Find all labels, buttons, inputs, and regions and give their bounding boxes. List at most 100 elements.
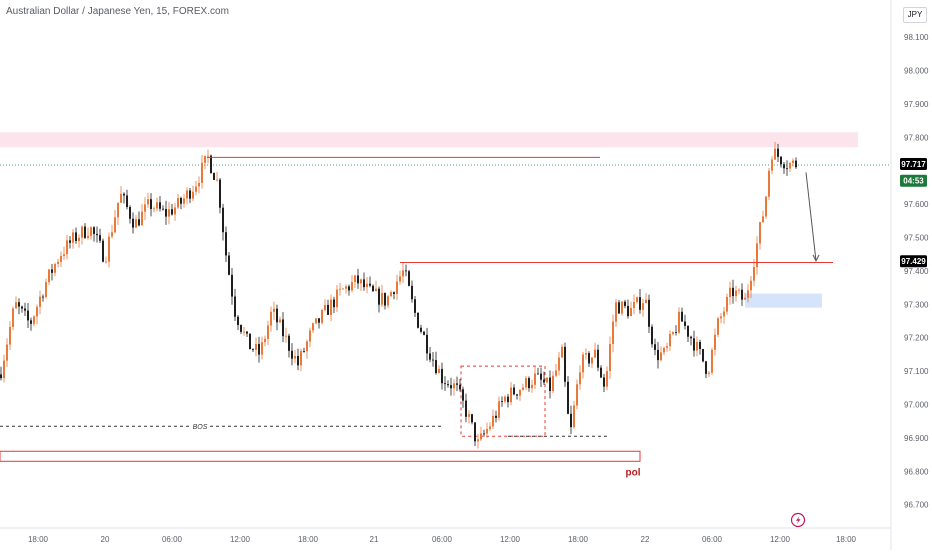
candle-body [225,232,227,256]
countdown-tag-bg [900,174,927,187]
candle-body [45,282,47,297]
candle-body [747,290,749,298]
candles-layer [0,141,797,449]
candle-body [108,236,110,262]
candle-body [615,302,617,322]
candle-body [756,243,758,268]
candle-body [564,346,566,382]
time-tick-label: 06:00 [432,535,453,544]
countdown-tag: 04:53 [903,177,924,186]
candle-body [258,343,260,355]
candle-body [726,296,728,312]
candle-body [675,332,677,333]
last-price-tag-bg [900,158,927,171]
candle-body [780,156,782,165]
pol-zone[interactable] [0,450,641,462]
price-axis: 98.100 98.000 97.900 97.800 97.600 97.500 97.4… [904,33,929,510]
time-tick-label: 12:00 [500,535,521,544]
price-tick-label: 97.200 [904,334,929,343]
candle-body [252,349,254,351]
zones-layer: pol [0,132,891,478]
candle-body [507,396,509,403]
candle-body [453,383,455,389]
candle-body [732,287,734,297]
candle-body [423,331,425,335]
candle-body [201,162,203,183]
candle-body [219,179,221,208]
candle-body [498,401,500,418]
candle-body [540,373,542,380]
currency-button[interactable]: JPY [903,7,927,23]
candle-body [789,163,791,169]
candle-body [261,342,263,355]
candle-body [696,341,698,351]
candle-body [420,327,422,332]
candle-body [180,197,182,204]
candle-body [279,319,281,323]
candle-body [303,351,305,352]
candle-body [105,261,107,263]
candle-body [618,302,620,314]
candle-body [21,306,23,309]
candle-body [330,299,332,315]
candle-body [513,387,515,395]
pol-label: pol [626,467,641,478]
candle-body [273,308,275,312]
candle-body [492,415,494,427]
candle-body [342,288,344,290]
time-tick-label: 18:00 [298,535,319,544]
candle-body [327,304,329,315]
projection-arrow-line[interactable] [805,172,817,261]
time-tick-label: 18:00 [568,535,589,544]
candle-body [600,367,602,378]
candle-body [603,377,605,387]
candle-body [630,308,632,317]
candle-body [417,312,419,328]
candle-body [78,237,80,241]
candle-body [168,209,170,217]
price-tick-label: 97.900 [904,100,929,109]
candle-body [234,296,236,317]
candle-body [480,433,482,440]
last-price-tag: 97.717 [901,160,926,169]
candle-body [582,354,584,373]
time-axis: 18:00 20 06:00 12:00 18:00 21 06:00 12:00 18:00 2… [28,535,857,544]
candle-body [144,204,146,212]
candle-body [669,334,671,347]
candle-body [222,207,224,233]
price-tick-label: 97.600 [904,200,929,209]
candle-body [192,191,194,199]
supply-zone[interactable] [0,132,858,148]
candle-body [657,349,659,361]
candle-body [333,299,335,308]
candle-body [567,381,569,414]
candle-body [597,349,599,368]
candle-body [711,349,713,373]
candle-body [783,164,785,169]
candle-body [246,331,248,334]
time-tick-label: 18:00 [836,535,857,544]
candle-body [399,276,401,282]
demand-zone[interactable] [745,293,822,308]
candle-body [36,306,38,317]
lightning-icon[interactable] [790,512,806,528]
candle-body [210,155,212,174]
symbol-title: Australian Dollar / Japanese Yen, 15, FO… [6,6,229,17]
levels-layer: BOS [0,156,833,437]
candle-body [75,232,77,241]
candle-body [717,318,719,335]
candle-body [297,355,299,366]
candle-body [363,279,365,288]
consolidation-box[interactable] [460,365,546,437]
candle-body [624,301,626,306]
candle-body [348,286,350,291]
price-tick-label: 98.100 [904,33,929,42]
candle-body [543,379,545,383]
candle-body [213,173,215,180]
candle-body [663,347,665,353]
candle-body [579,372,581,385]
candle-body [153,208,155,210]
candle-body [765,196,767,217]
